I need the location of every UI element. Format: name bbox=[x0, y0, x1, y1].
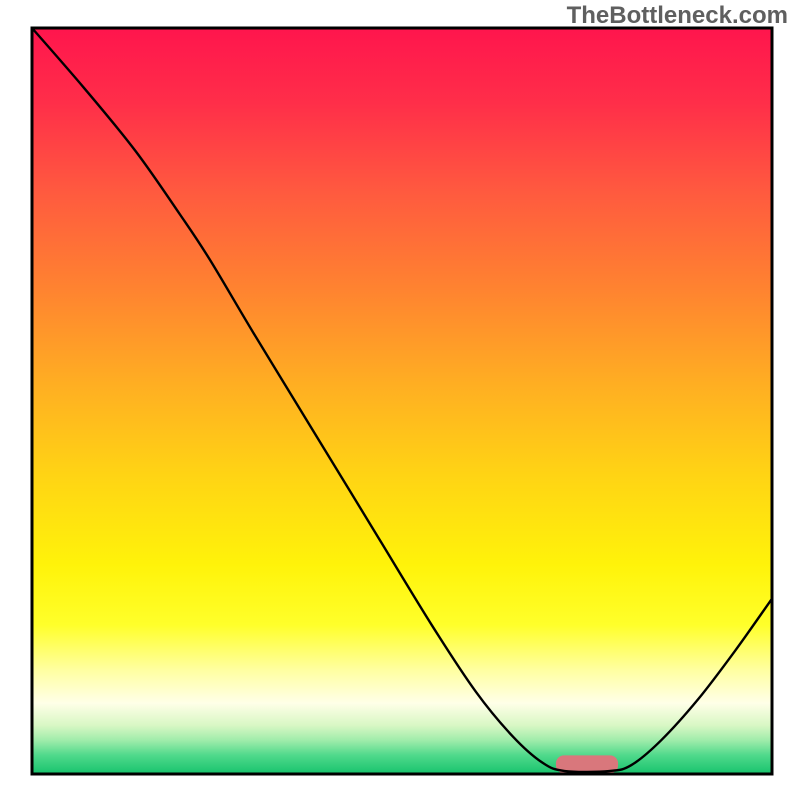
chart-root: TheBottleneck.com bbox=[0, 0, 800, 800]
gradient-background bbox=[32, 28, 772, 774]
bottleneck-chart bbox=[0, 0, 800, 800]
watermark-text: TheBottleneck.com bbox=[567, 2, 788, 30]
